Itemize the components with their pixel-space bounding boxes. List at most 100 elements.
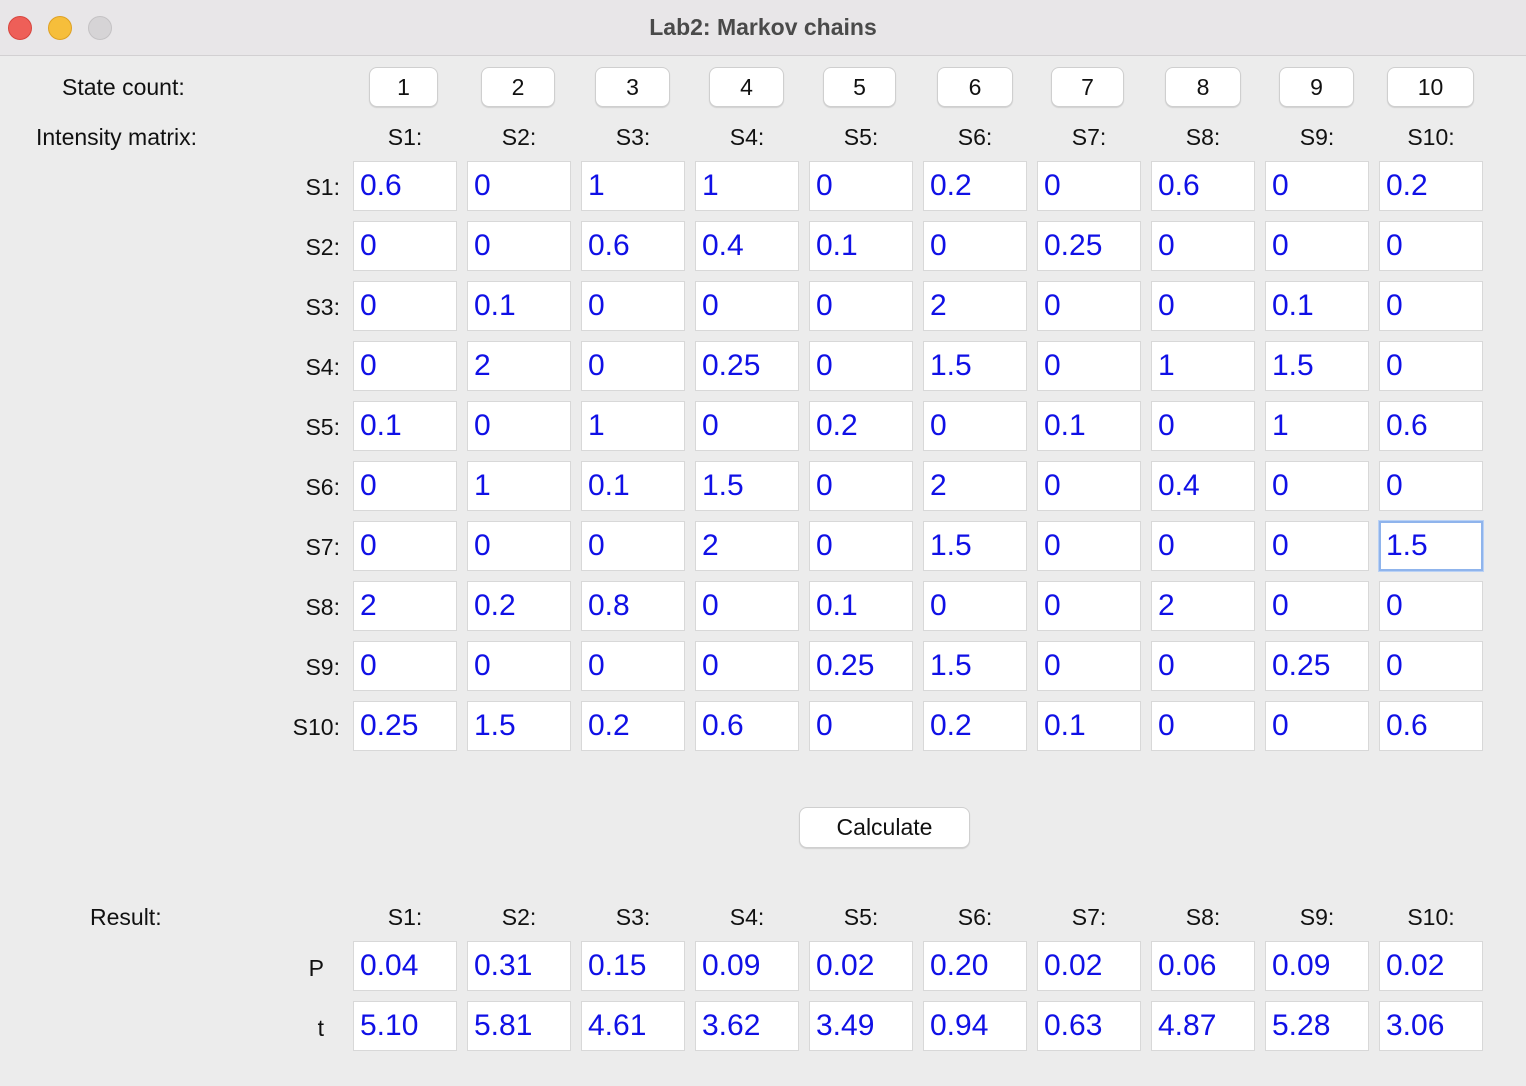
- intensity-cell-s1-s3[interactable]: 1: [581, 161, 685, 211]
- intensity-cell-s9-s3[interactable]: 0: [581, 641, 685, 691]
- result-cell-t-s10[interactable]: 3.06: [1379, 1001, 1483, 1051]
- intensity-cell-s5-s5[interactable]: 0.2: [809, 401, 913, 451]
- intensity-cell-s1-s6[interactable]: 0.2: [923, 161, 1027, 211]
- result-cell-p-s8[interactable]: 0.06: [1151, 941, 1255, 991]
- intensity-cell-s5-s3[interactable]: 1: [581, 401, 685, 451]
- state-count-button-6[interactable]: 6: [937, 67, 1013, 107]
- intensity-cell-s8-s3[interactable]: 0.8: [581, 581, 685, 631]
- result-cell-t-s7[interactable]: 0.63: [1037, 1001, 1141, 1051]
- state-count-button-1[interactable]: 1: [369, 67, 438, 107]
- intensity-cell-s4-s7[interactable]: 0: [1037, 341, 1141, 391]
- intensity-cell-s9-s7[interactable]: 0: [1037, 641, 1141, 691]
- intensity-cell-s7-s1[interactable]: 0: [353, 521, 457, 571]
- intensity-cell-s10-s9[interactable]: 0: [1265, 701, 1369, 751]
- result-cell-p-s4[interactable]: 0.09: [695, 941, 799, 991]
- intensity-cell-s2-s1[interactable]: 0: [353, 221, 457, 271]
- intensity-cell-s2-s4[interactable]: 0.4: [695, 221, 799, 271]
- intensity-cell-s8-s2[interactable]: 0.2: [467, 581, 571, 631]
- intensity-cell-s6-s5[interactable]: 0: [809, 461, 913, 511]
- result-cell-p-s10[interactable]: 0.02: [1379, 941, 1483, 991]
- intensity-cell-s8-s6[interactable]: 0: [923, 581, 1027, 631]
- intensity-cell-s3-s7[interactable]: 0: [1037, 281, 1141, 331]
- result-cell-t-s3[interactable]: 4.61: [581, 1001, 685, 1051]
- intensity-cell-s2-s2[interactable]: 0: [467, 221, 571, 271]
- intensity-cell-s7-s5[interactable]: 0: [809, 521, 913, 571]
- intensity-cell-s5-s4[interactable]: 0: [695, 401, 799, 451]
- intensity-cell-s1-s4[interactable]: 1: [695, 161, 799, 211]
- intensity-cell-s1-s8[interactable]: 0.6: [1151, 161, 1255, 211]
- result-cell-p-s2[interactable]: 0.31: [467, 941, 571, 991]
- intensity-cell-s2-s3[interactable]: 0.6: [581, 221, 685, 271]
- result-cell-p-s5[interactable]: 0.02: [809, 941, 913, 991]
- intensity-cell-s6-s6[interactable]: 2: [923, 461, 1027, 511]
- state-count-button-9[interactable]: 9: [1279, 67, 1354, 107]
- intensity-cell-s10-s1[interactable]: 0.25: [353, 701, 457, 751]
- intensity-cell-s6-s1[interactable]: 0: [353, 461, 457, 511]
- intensity-cell-s1-s10[interactable]: 0.2: [1379, 161, 1483, 211]
- state-count-button-8[interactable]: 8: [1165, 67, 1241, 107]
- intensity-cell-s5-s1[interactable]: 0.1: [353, 401, 457, 451]
- result-cell-t-s6[interactable]: 0.94: [923, 1001, 1027, 1051]
- intensity-cell-s2-s10[interactable]: 0: [1379, 221, 1483, 271]
- intensity-cell-s7-s3[interactable]: 0: [581, 521, 685, 571]
- minimize-window-button[interactable]: [48, 16, 72, 40]
- intensity-cell-s8-s5[interactable]: 0.1: [809, 581, 913, 631]
- intensity-cell-s6-s9[interactable]: 0: [1265, 461, 1369, 511]
- state-count-button-2[interactable]: 2: [481, 67, 555, 107]
- intensity-cell-s10-s10[interactable]: 0.6: [1379, 701, 1483, 751]
- intensity-cell-s2-s6[interactable]: 0: [923, 221, 1027, 271]
- intensity-cell-s9-s2[interactable]: 0: [467, 641, 571, 691]
- intensity-cell-s3-s6[interactable]: 2: [923, 281, 1027, 331]
- intensity-cell-s7-s4[interactable]: 2: [695, 521, 799, 571]
- intensity-cell-s4-s8[interactable]: 1: [1151, 341, 1255, 391]
- state-count-button-10[interactable]: 10: [1387, 67, 1474, 107]
- intensity-cell-s8-s9[interactable]: 0: [1265, 581, 1369, 631]
- intensity-cell-s10-s6[interactable]: 0.2: [923, 701, 1027, 751]
- intensity-cell-s9-s10[interactable]: 0: [1379, 641, 1483, 691]
- intensity-cell-s4-s1[interactable]: 0: [353, 341, 457, 391]
- intensity-cell-s7-s2[interactable]: 0: [467, 521, 571, 571]
- intensity-cell-s10-s4[interactable]: 0.6: [695, 701, 799, 751]
- result-cell-t-s4[interactable]: 3.62: [695, 1001, 799, 1051]
- intensity-cell-s3-s9[interactable]: 0.1: [1265, 281, 1369, 331]
- result-cell-t-s8[interactable]: 4.87: [1151, 1001, 1255, 1051]
- intensity-cell-s3-s8[interactable]: 0: [1151, 281, 1255, 331]
- intensity-cell-s7-s9[interactable]: 0: [1265, 521, 1369, 571]
- intensity-cell-s5-s8[interactable]: 0: [1151, 401, 1255, 451]
- intensity-cell-s4-s2[interactable]: 2: [467, 341, 571, 391]
- intensity-cell-s8-s8[interactable]: 2: [1151, 581, 1255, 631]
- intensity-cell-s3-s5[interactable]: 0: [809, 281, 913, 331]
- intensity-cell-s3-s3[interactable]: 0: [581, 281, 685, 331]
- intensity-cell-s7-s8[interactable]: 0: [1151, 521, 1255, 571]
- intensity-cell-s4-s5[interactable]: 0: [809, 341, 913, 391]
- intensity-cell-s8-s10[interactable]: 0: [1379, 581, 1483, 631]
- result-cell-p-s1[interactable]: 0.04: [353, 941, 457, 991]
- intensity-cell-s2-s8[interactable]: 0: [1151, 221, 1255, 271]
- intensity-cell-s4-s9[interactable]: 1.5: [1265, 341, 1369, 391]
- state-count-button-3[interactable]: 3: [595, 67, 670, 107]
- intensity-cell-s1-s7[interactable]: 0: [1037, 161, 1141, 211]
- intensity-cell-s10-s7[interactable]: 0.1: [1037, 701, 1141, 751]
- intensity-cell-s10-s8[interactable]: 0: [1151, 701, 1255, 751]
- intensity-cell-s1-s9[interactable]: 0: [1265, 161, 1369, 211]
- result-cell-p-s3[interactable]: 0.15: [581, 941, 685, 991]
- intensity-cell-s3-s4[interactable]: 0: [695, 281, 799, 331]
- intensity-cell-s6-s3[interactable]: 0.1: [581, 461, 685, 511]
- intensity-cell-s9-s8[interactable]: 0: [1151, 641, 1255, 691]
- intensity-cell-s2-s7[interactable]: 0.25: [1037, 221, 1141, 271]
- intensity-cell-s1-s5[interactable]: 0: [809, 161, 913, 211]
- intensity-cell-s3-s2[interactable]: 0.1: [467, 281, 571, 331]
- intensity-cell-s6-s8[interactable]: 0.4: [1151, 461, 1255, 511]
- maximize-window-button[interactable]: [88, 16, 112, 40]
- close-window-button[interactable]: [8, 16, 32, 40]
- intensity-cell-s5-s2[interactable]: 0: [467, 401, 571, 451]
- intensity-cell-s4-s3[interactable]: 0: [581, 341, 685, 391]
- intensity-cell-s6-s10[interactable]: 0: [1379, 461, 1483, 511]
- intensity-cell-s4-s10[interactable]: 0: [1379, 341, 1483, 391]
- intensity-cell-s9-s9[interactable]: 0.25: [1265, 641, 1369, 691]
- intensity-cell-s9-s6[interactable]: 1.5: [923, 641, 1027, 691]
- intensity-cell-s5-s6[interactable]: 0: [923, 401, 1027, 451]
- intensity-cell-s9-s5[interactable]: 0.25: [809, 641, 913, 691]
- intensity-cell-s3-s1[interactable]: 0: [353, 281, 457, 331]
- intensity-cell-s2-s5[interactable]: 0.1: [809, 221, 913, 271]
